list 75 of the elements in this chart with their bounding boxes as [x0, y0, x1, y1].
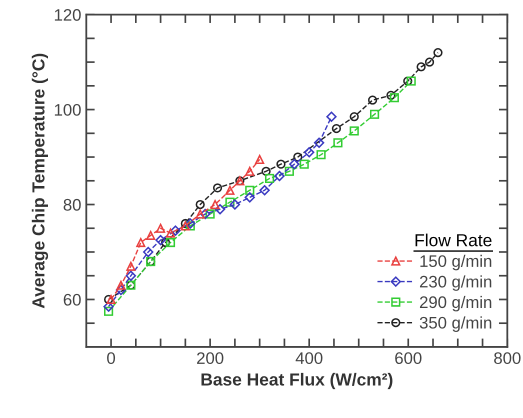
point	[104, 294, 114, 304]
x-tick-label: 0	[107, 352, 116, 364]
point	[116, 280, 126, 290]
point	[433, 48, 443, 58]
point	[166, 228, 176, 238]
point	[406, 76, 416, 86]
x-tick-label: 800	[494, 352, 521, 364]
point	[326, 112, 337, 122]
point	[350, 126, 359, 136]
x-axis-title: Base Heat Flux (W/cm²)	[202, 372, 392, 390]
point	[264, 174, 274, 183]
point	[259, 185, 270, 196]
point	[166, 238, 176, 248]
point	[180, 221, 190, 230]
x-tick-label: 400	[296, 352, 322, 364]
point	[416, 62, 426, 72]
point	[390, 93, 399, 102]
legend-label: 350 g/min	[420, 316, 492, 332]
x-tick-label: 600	[395, 352, 422, 364]
point	[424, 58, 434, 67]
point	[276, 160, 286, 169]
point	[206, 209, 215, 219]
point	[368, 95, 378, 105]
point	[300, 160, 309, 169]
point	[160, 238, 170, 248]
point	[386, 90, 396, 100]
point	[170, 225, 181, 236]
y-tick-label: 120	[54, 9, 81, 21]
point	[304, 147, 314, 158]
point	[210, 200, 220, 210]
point	[116, 284, 126, 296]
point	[245, 166, 254, 176]
point	[332, 124, 342, 134]
point	[103, 301, 114, 312]
point	[350, 112, 359, 122]
point	[314, 138, 324, 148]
point	[289, 158, 300, 170]
point	[274, 170, 285, 182]
point	[126, 270, 136, 281]
point	[200, 208, 210, 220]
point	[284, 166, 294, 176]
y-tick-label: 100	[54, 104, 81, 116]
legend-label: 290 g/min	[420, 296, 492, 312]
point	[262, 166, 271, 176]
point	[155, 234, 166, 246]
point	[196, 200, 205, 210]
point	[370, 110, 380, 119]
point	[212, 183, 222, 192]
point	[106, 294, 116, 304]
point	[104, 306, 114, 316]
point	[230, 199, 240, 210]
point	[214, 204, 226, 214]
point	[156, 224, 166, 233]
point	[225, 198, 235, 207]
point	[146, 230, 156, 240]
point	[225, 186, 235, 195]
point	[316, 150, 326, 160]
point	[196, 209, 205, 219]
point	[245, 186, 254, 195]
point	[185, 218, 196, 229]
point	[136, 238, 146, 248]
point	[255, 154, 264, 164]
point	[293, 152, 302, 162]
y-tick-label: 60	[64, 294, 81, 306]
point	[126, 262, 136, 271]
y-tick-label: 80	[64, 198, 81, 211]
point	[403, 76, 412, 86]
legend-title: Flow Rate	[416, 234, 492, 246]
legend-label: 150 g/min	[420, 254, 492, 270]
y-axis-title: Average Chip Temperature (°C)	[32, 54, 48, 308]
legend-label: 230 g/min	[420, 275, 492, 291]
point	[333, 138, 342, 148]
point	[143, 246, 154, 258]
point	[244, 192, 255, 203]
x-tick-label: 200	[197, 352, 224, 364]
